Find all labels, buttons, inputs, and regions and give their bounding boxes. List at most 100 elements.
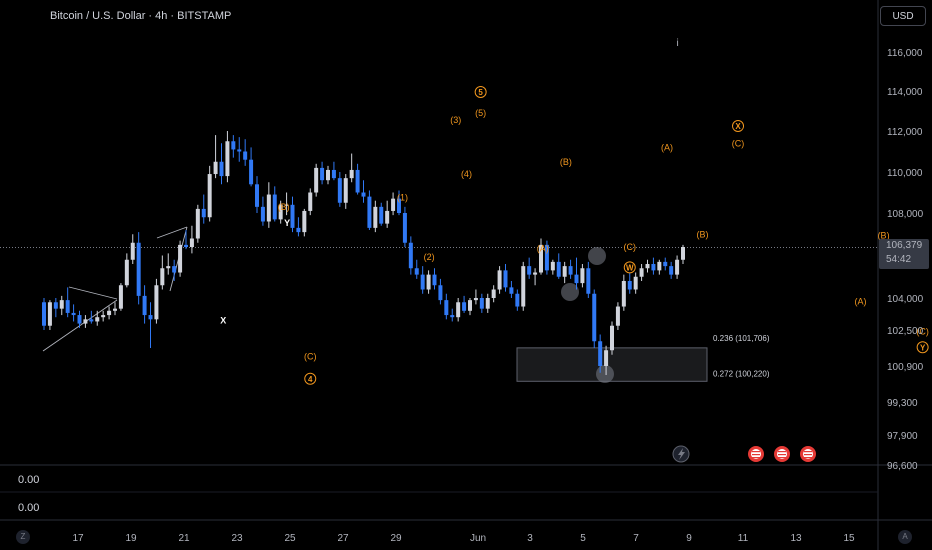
wave-label: (1)	[397, 193, 408, 203]
wave-label: (5)	[475, 108, 486, 118]
time-tick: 19	[125, 533, 137, 544]
candle	[432, 268, 437, 290]
us-flag-icon	[800, 446, 816, 462]
candle	[479, 293, 484, 313]
candle	[592, 289, 597, 348]
candle	[408, 236, 413, 275]
candle	[326, 165, 330, 185]
candle	[266, 182, 271, 228]
candle	[130, 234, 135, 264]
auto-scale-button[interactable]: A	[898, 530, 912, 544]
candle	[59, 295, 64, 316]
price-badge: 106,379 54:42	[879, 239, 929, 269]
candle	[42, 298, 46, 330]
candle	[397, 190, 401, 216]
candle	[568, 259, 573, 279]
candle	[462, 295, 467, 313]
candle	[189, 225, 194, 254]
candle	[124, 253, 129, 288]
time-tick: 11	[738, 533, 749, 544]
fib-label: 0.272 (100,220)	[713, 369, 770, 378]
candle	[255, 176, 259, 213]
candle	[420, 266, 425, 294]
time-tick: 9	[686, 533, 692, 544]
candle	[272, 186, 277, 222]
price-tick: 100,900	[887, 362, 924, 373]
candle	[627, 272, 632, 294]
pivot-marker	[596, 365, 614, 383]
candle	[615, 302, 620, 330]
candle	[639, 264, 644, 281]
candle	[473, 289, 478, 305]
candle	[379, 202, 384, 226]
candle	[237, 137, 242, 162]
candle	[178, 240, 183, 277]
currency-button[interactable]: USD	[880, 6, 926, 26]
time-tick: 15	[843, 533, 855, 544]
candle	[550, 259, 555, 275]
candle	[284, 192, 289, 216]
wave-label-circled: 5	[474, 86, 487, 98]
trend-line	[68, 286, 118, 300]
candle	[184, 230, 188, 250]
fib-label: 0.236 (101,706)	[713, 334, 770, 343]
candle	[675, 255, 680, 279]
trend-line	[156, 226, 188, 239]
candle	[113, 302, 117, 316]
svg-text:W: W	[626, 263, 634, 272]
candle	[562, 261, 567, 284]
candle	[556, 253, 561, 279]
time-zone-button[interactable]: Z	[16, 530, 30, 544]
time-tick: 17	[72, 533, 84, 544]
candle	[604, 345, 609, 375]
time-tick: 21	[178, 533, 190, 544]
wave-label-circled: X	[732, 120, 745, 132]
candle	[651, 257, 656, 275]
price-tick: 116,000	[887, 48, 923, 59]
candle	[302, 208, 307, 237]
time-tick: 27	[337, 533, 349, 544]
wave-label: (B)	[878, 231, 890, 241]
wave-label-circled: Y	[916, 341, 929, 354]
price-tick: 102,500	[887, 326, 924, 337]
price-tick: 97,900	[887, 431, 918, 442]
time-tick: 5	[580, 533, 586, 544]
candle	[343, 174, 348, 209]
candle	[278, 200, 283, 224]
candle	[308, 188, 313, 216]
wave-label: (A)	[855, 296, 867, 306]
candle	[580, 264, 585, 288]
us-flag-icon	[748, 446, 764, 462]
wave-label: i	[677, 38, 679, 49]
wave-label: (A)	[537, 243, 549, 253]
wave-label-circled: 4	[304, 372, 317, 385]
candle	[101, 310, 106, 322]
candle	[142, 285, 147, 324]
candle	[544, 240, 549, 275]
candle	[610, 321, 614, 355]
candle	[47, 300, 52, 330]
wave-label: (C)	[304, 351, 317, 361]
svg-text:5: 5	[478, 88, 483, 97]
candle	[77, 310, 82, 328]
candle	[225, 131, 230, 183]
event-icons	[672, 445, 816, 463]
candle	[521, 261, 526, 311]
candle	[669, 261, 674, 279]
us-flag-icon	[774, 446, 790, 462]
candle	[385, 200, 390, 228]
candle	[533, 268, 538, 286]
candle	[65, 287, 70, 318]
candle	[645, 259, 650, 273]
wave-label: (C)	[624, 242, 637, 252]
candle	[586, 261, 591, 298]
time-axis: 17 19 21 23 25 27 29 Jun 3 5 7 9 11 13 15	[72, 533, 855, 544]
svg-text:Y: Y	[920, 343, 926, 352]
wave-label: (3)	[450, 115, 461, 125]
candle	[160, 255, 165, 290]
pivot-marker	[561, 283, 579, 301]
time-tick: 7	[633, 533, 639, 544]
candle	[136, 232, 141, 305]
candle	[201, 194, 206, 224]
